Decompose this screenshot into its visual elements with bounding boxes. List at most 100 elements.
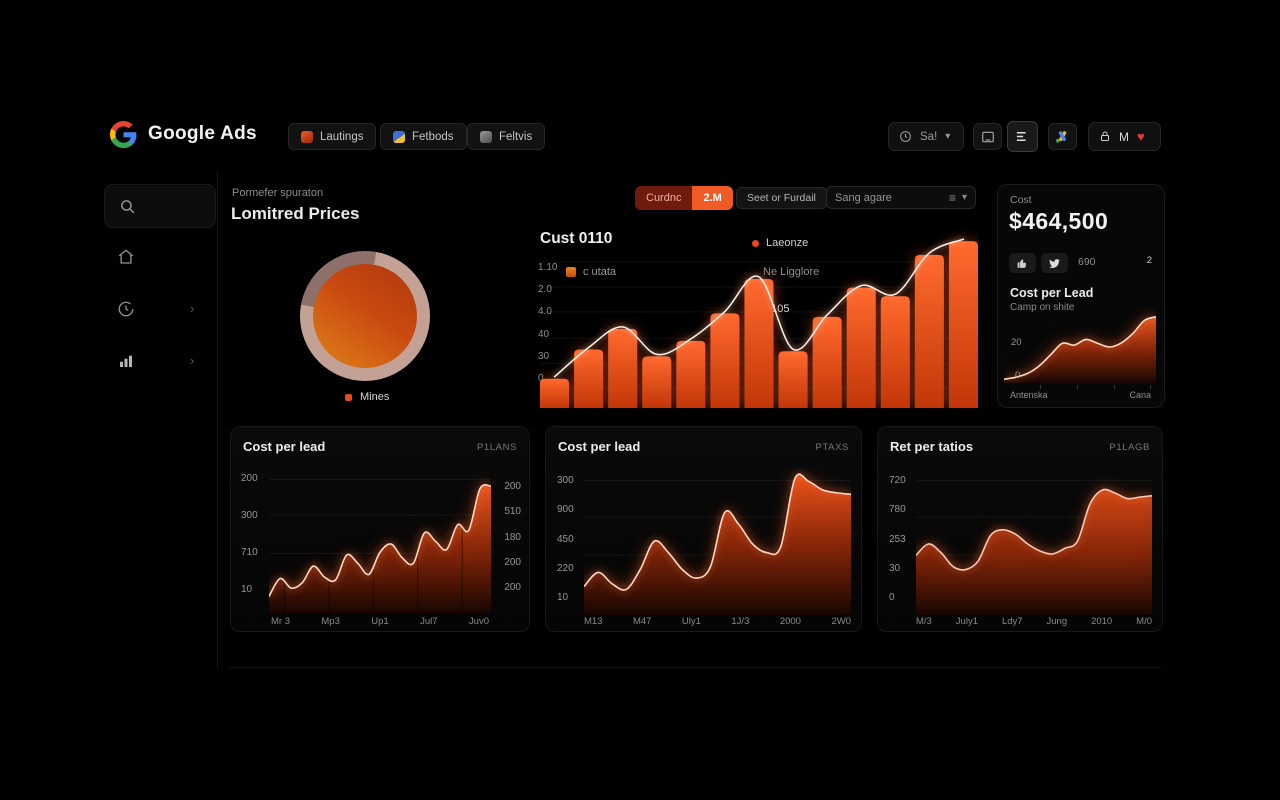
google-logo: [110, 121, 137, 148]
axis-tick-label: 1J/3: [731, 616, 750, 627]
axis-tick: [1114, 385, 1115, 389]
chart-card-cost-per-lead-1: Cost per lead P1LANS 200 300 710 10 200 510 1…: [230, 426, 530, 632]
clock-icon: [900, 131, 911, 142]
chart-card-cost-per-lead-2: Cost per lead PTAXS 300 900 450 220 10 M13 M4…: [545, 426, 862, 632]
area-chart: [916, 469, 1152, 615]
brand-title: Google Ads: [148, 123, 257, 144]
axis-tick-label: 10: [557, 592, 569, 603]
cost-value: $464,500: [1009, 208, 1109, 234]
currency-toggle[interactable]: Curdnc 2.M: [635, 186, 733, 210]
axis-tick-label: Jung: [1046, 616, 1068, 627]
y-axis-left: 200 300 710 10: [241, 473, 267, 595]
x-axis: Mr 3 Mp3 Up1 Jul7 Juv0: [271, 616, 489, 627]
axis-tick-label: 300: [241, 510, 258, 521]
nav-button-lautings[interactable]: Lautings: [288, 123, 377, 150]
axis-tick-label: 10: [241, 584, 253, 595]
bar-chart-title: Cust 0110: [540, 230, 613, 247]
chevron-right-icon: ›: [190, 301, 195, 316]
card-title: Ret per tatios: [890, 439, 974, 454]
axis-tick-label: 450: [557, 533, 574, 545]
axis-tick-label: 200: [504, 481, 521, 492]
axis-tick-label: 780: [889, 504, 906, 516]
axis-tick-label: 200: [504, 582, 521, 593]
nav-button-feltvis[interactable]: Feltvis: [467, 123, 546, 150]
axis-tick-label: 30: [538, 350, 550, 362]
peak-annotation: 2: [1146, 255, 1152, 266]
nav-label: Fetbods: [412, 130, 454, 143]
prices-title: Lomitred Prices: [231, 204, 360, 223]
legend-label: Mines: [360, 391, 390, 403]
twitter-badge[interactable]: [1041, 253, 1068, 273]
cost-label: Cost: [1010, 194, 1032, 206]
google-ads-app-button[interactable]: [1048, 123, 1077, 150]
axis-tick-label: 0: [889, 592, 895, 603]
fetbods-icon: [393, 130, 405, 143]
axis-tick-label: Up1: [371, 616, 389, 627]
axis-tick-label: July1: [955, 616, 978, 627]
sidebar-item-analytics[interactable]: [117, 352, 135, 370]
x-axis: M/3 July1 Ldy7 Jung 2010 M/0: [916, 616, 1152, 627]
legend-dot-orange: [345, 393, 352, 401]
dropdown-label: Sang agare: [835, 191, 892, 204]
sidebar-search[interactable]: [104, 184, 216, 228]
axis-tick-label: 200: [241, 473, 258, 484]
axis-tick-label: 1.10: [538, 262, 558, 273]
area-chart: [584, 469, 851, 615]
chevron-down-icon: ▾: [945, 131, 951, 142]
card-tag: P1LAGB: [1109, 442, 1150, 453]
sang-agare-dropdown[interactable]: Sang agare ≡ ▾: [826, 186, 976, 209]
mini-area-chart: [1004, 307, 1156, 383]
axis-tick-label: 710: [241, 547, 258, 558]
toggle-right[interactable]: 2.M: [692, 186, 733, 210]
nav-label: Lautings: [320, 130, 364, 143]
card-tag: P1LANS: [476, 442, 517, 453]
axis-tick: [1040, 385, 1041, 389]
y-axis-right: 200 510 180 200 200: [497, 481, 521, 593]
bar-legend-mid-left: c utata: [566, 266, 616, 278]
bar-chart: [540, 230, 978, 408]
axis-tick-label: Ldy7: [1001, 616, 1023, 627]
chevron-right-icon: ›: [190, 353, 195, 368]
card-title: Cost per lead: [243, 439, 326, 454]
sidebar-item-history[interactable]: [117, 300, 135, 318]
bar-legend-top: Laeonze: [752, 237, 808, 249]
mini-ytick: 0: [1015, 370, 1021, 381]
x-axis: M13 M47 Uly1 1J/3 2000 2W0: [584, 616, 851, 627]
sidebar-item-home[interactable]: [117, 248, 135, 266]
filter-lines-icon: [1016, 132, 1026, 141]
grid-icon: [981, 131, 994, 142]
axis-tick-label: Mp3: [321, 616, 340, 627]
apps-grid-button[interactable]: [973, 123, 1002, 150]
legend-label: c utata: [583, 266, 617, 278]
axis-tick-label: 180: [504, 531, 521, 543]
axis-tick: [1077, 385, 1078, 389]
nav-label: Feltvis: [499, 130, 533, 143]
axis-tick-label: 510: [504, 506, 521, 518]
y-axis-left: 720 780 253 30 0: [889, 475, 913, 603]
axis-tick-label: 220: [557, 562, 574, 574]
feltvis-icon: [480, 130, 492, 143]
axis-tick-label: 200: [504, 556, 521, 568]
bar-chart-y-axis: 1.10 2.0 4.0 40 30 0: [538, 262, 564, 384]
toggle-left[interactable]: Curdnc: [635, 186, 693, 210]
mini-chart-title: Cost per Lead: [1010, 286, 1094, 300]
time-range-dropdown[interactable]: Sa! ▾: [888, 122, 964, 151]
filter-button[interactable]: [1007, 121, 1038, 152]
nav-button-fetbods[interactable]: Fetbods: [380, 123, 467, 150]
mini-xtick: Cana: [1129, 390, 1151, 400]
lautings-icon: [301, 130, 313, 143]
likes-badge[interactable]: [1009, 253, 1036, 273]
area-chart: [269, 471, 491, 613]
axis-tick-label: 30: [889, 562, 901, 574]
mini-xtick: Antenska: [1010, 390, 1048, 400]
table-icon: [566, 267, 576, 277]
axis-tick-label: Juv0: [468, 616, 489, 627]
axis-tick-label: Mr 3: [271, 616, 290, 627]
account-pill[interactable]: M ♥: [1088, 122, 1161, 151]
twitter-bird-icon: [1049, 258, 1060, 268]
axis-tick-label: 2010: [1091, 616, 1113, 627]
axis-tick-label: 300: [557, 475, 574, 486]
seet-or-furdail-button[interactable]: Seet or Furdail: [736, 187, 827, 209]
chart-card-ret-per-tatios: Ret per tatios P1LAGB 720 780 253 30 0 M/3 Ju…: [877, 426, 1163, 632]
